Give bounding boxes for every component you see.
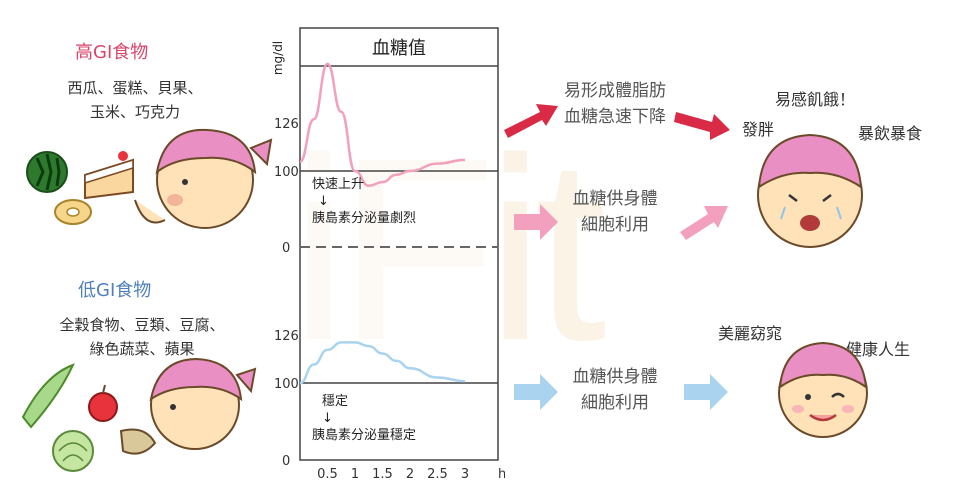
red-arrow-right-icon — [674, 112, 730, 140]
lower-note-line1: 穩定 — [322, 394, 349, 409]
y-unit-label: mg/dl — [271, 41, 285, 75]
apple-icon — [88, 384, 118, 422]
high-mid-line2: 細胞利用 — [581, 215, 649, 235]
x-tick-label: 2.5 — [427, 467, 448, 482]
happy-kid-illustration — [778, 341, 868, 438]
high-gi-foods-line2: 玉米、巧克力 — [89, 103, 180, 121]
x-tick-label: 1.5 — [372, 467, 393, 482]
upper-note-line2: 胰島素分泌量劇烈 — [312, 211, 417, 226]
bagel-icon — [54, 199, 92, 225]
upper-note-line1: 快速上升 — [312, 177, 365, 192]
red-arrow-icon — [504, 104, 558, 138]
blue-arrow-icon — [514, 374, 558, 410]
lower-note-line2: 胰島素分泌量穩定 — [312, 428, 417, 443]
flow-arrows — [504, 104, 730, 410]
blue-arrow-right-icon — [684, 374, 728, 410]
zero-tick: 0 — [282, 241, 290, 256]
low-gi-title: 低GI食物 — [78, 280, 152, 301]
upper-note: 快速上升 ↓ 胰島素分泌量劇烈 — [312, 176, 416, 227]
lower-zero-tick: 0 — [282, 454, 290, 469]
lower-note: 穩定 ↓ 胰島素分泌量穩定 — [312, 393, 416, 444]
low-gi-illustration — [21, 357, 257, 472]
chart-title: 血糖值 — [372, 38, 426, 59]
sad-kid-illustration — [757, 133, 863, 248]
high-gi-title: 高GI食物 — [75, 42, 149, 63]
high-arrow-text: 易形成體脂肪 血糖急速下降 — [555, 78, 675, 130]
low-gi-foods-line1: 全穀食物、豆類、豆腐、 — [59, 316, 225, 334]
cabbage-icon — [52, 430, 94, 472]
sad-face-icon — [757, 133, 863, 248]
low-gi-foods: 全穀食物、豆類、豆腐、 綠色蔬菜、蘋果 — [12, 313, 272, 361]
upper-tick-100: 100 — [274, 165, 299, 180]
upper-note-arrow: ↓ — [318, 194, 329, 209]
x-axis-ticks: 0.5 1 1.5 2 2.5 3 — [317, 467, 469, 482]
lower-note-arrow: ↓ — [322, 411, 333, 426]
happy-right-text: 健康人生 — [846, 340, 911, 359]
x-tick-label: 2 — [406, 467, 414, 482]
x-unit-label: hr — [498, 467, 505, 482]
high-arrow-line2: 血糖急速下降 — [564, 107, 666, 127]
kid-eating-icon — [134, 128, 273, 229]
sad-left-text: 發胖 — [742, 120, 775, 139]
watermelon-icon — [26, 151, 68, 193]
happy-face-icon — [778, 341, 868, 438]
high-arrow-line1: 易形成體脂肪 — [564, 81, 666, 101]
low-gi-foods-line2: 綠色蔬菜、蘋果 — [89, 340, 195, 358]
low-mid-line1: 血糖供身體 — [572, 367, 658, 387]
x-tick-label: 0.5 — [317, 467, 338, 482]
pink-arrow-icon — [514, 204, 558, 240]
x-tick-label: 1 — [351, 467, 359, 482]
lower-tick-126: 126 — [274, 329, 299, 344]
high-mid-line1: 血糖供身體 — [572, 189, 658, 209]
sad-right-text: 暴飲暴食 — [858, 124, 923, 143]
low-mid-line2: 細胞利用 — [581, 393, 649, 413]
upper-tick-126: 126 — [274, 117, 299, 132]
high-gi-foods-line1: 西瓜、蛋糕、貝果、 — [67, 79, 203, 97]
chart-frame — [299, 27, 499, 461]
sad-top-text: 易感飢餓！ — [775, 90, 856, 109]
blood-sugar-chart: 血糖值 mg/dl 126 100 0 126 100 0 0.5 1 1.5 2 2.… — [271, 27, 505, 482]
kid-eating-icon — [119, 357, 257, 455]
high-gi-foods: 西瓜、蛋糕、貝果、 玉米、巧克力 — [20, 76, 250, 124]
x-tick-label: 3 — [461, 467, 469, 482]
cake-icon — [84, 151, 134, 200]
pink-arrow-up-icon — [680, 206, 728, 240]
peas-icon — [21, 363, 75, 429]
low-mid-text: 血糖供身體 細胞利用 — [560, 364, 670, 416]
high-gi-illustration — [26, 128, 273, 229]
lower-tick-100: 100 — [274, 377, 299, 392]
happy-left-text: 美麗窈窕 — [718, 324, 783, 343]
high-gi-curve — [298, 62, 466, 188]
low-gi-curve — [299, 341, 466, 385]
high-mid-text: 血糖供身體 細胞利用 — [560, 186, 670, 238]
